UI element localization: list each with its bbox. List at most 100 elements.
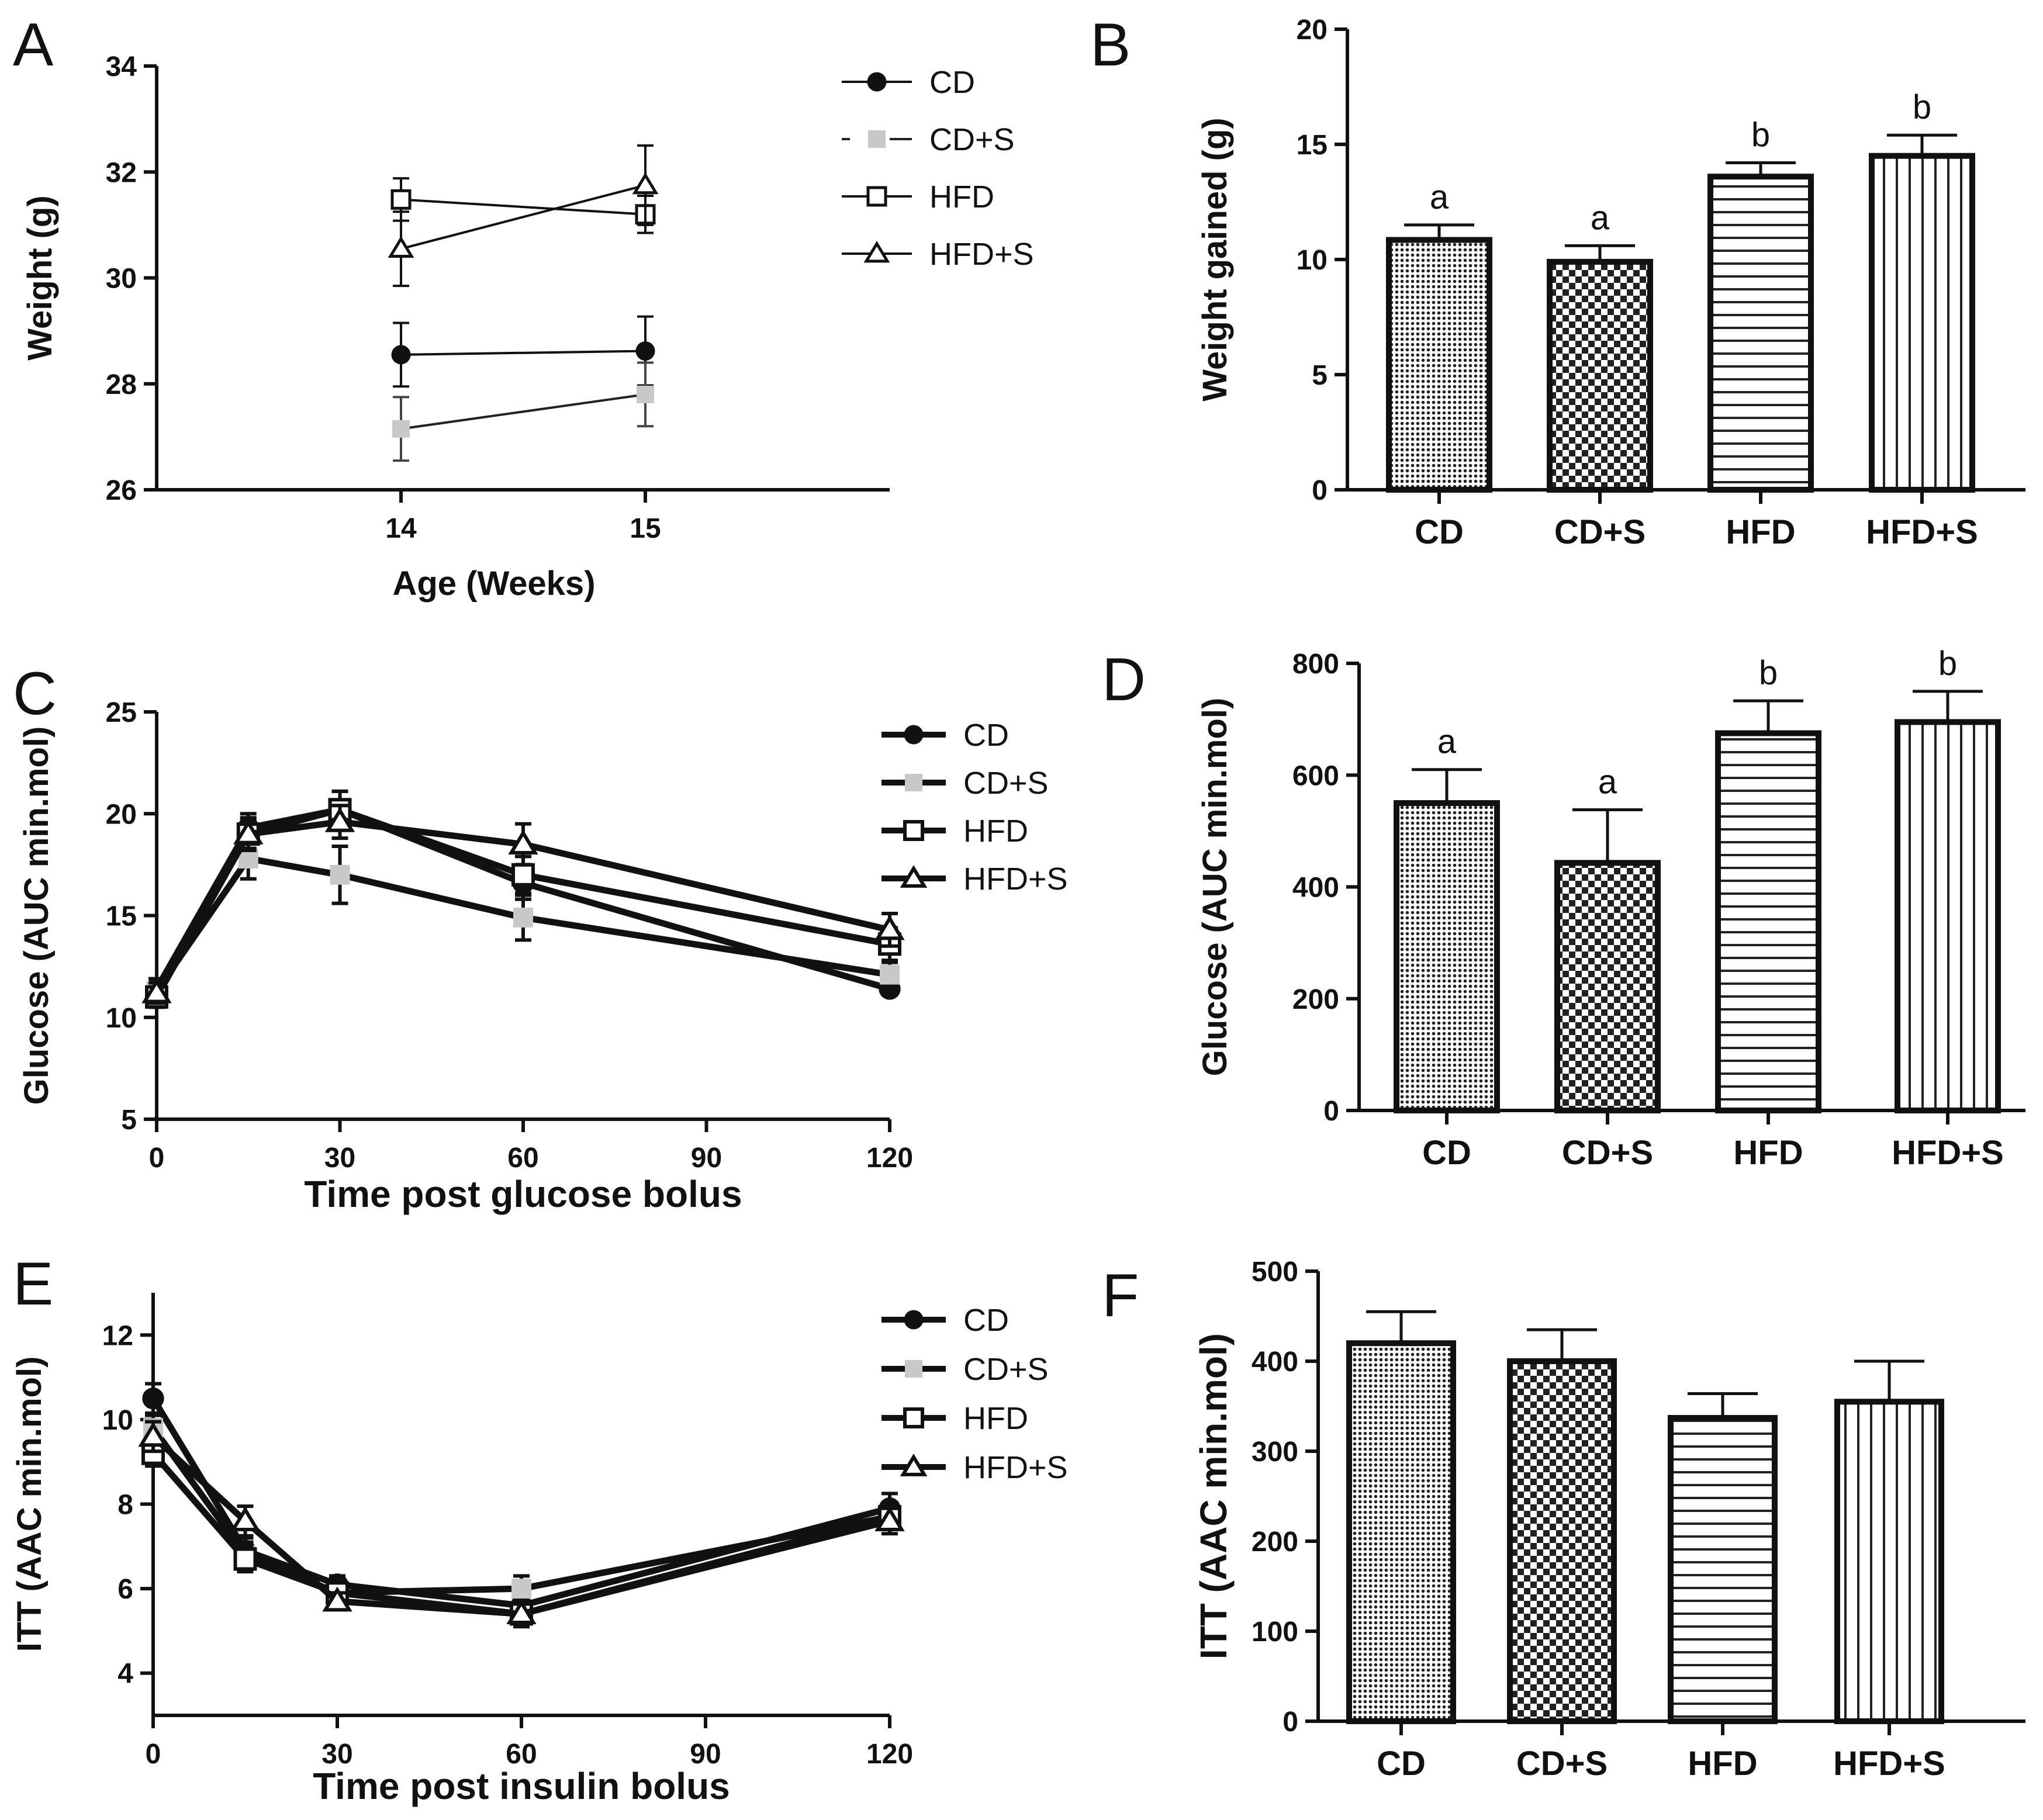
series-hfd — [390, 177, 656, 234]
legend-marker-cd-ss — [868, 130, 886, 148]
y-tick-label: 8 — [117, 1490, 133, 1521]
y-tick-label: 600 — [1292, 760, 1339, 791]
panel-label-c: C — [13, 660, 57, 728]
significance-label: b — [1913, 88, 1931, 126]
y-tick-label: 0 — [1283, 1707, 1298, 1738]
bar — [1895, 719, 2001, 1113]
bar — [1869, 153, 1975, 493]
x-tick-label: CD+S — [1562, 1134, 1653, 1172]
x-tick-label: 30 — [322, 1739, 352, 1770]
data-point — [874, 915, 905, 940]
significance-label: a — [1591, 199, 1610, 237]
series-cd — [391, 315, 655, 388]
y-tick-label: 10 — [106, 1003, 137, 1034]
legend: CD CD+S HFD HFD+S — [842, 65, 1034, 272]
bar — [1554, 860, 1661, 1113]
y-tick-label: 200 — [1292, 984, 1339, 1015]
x-tick-label: CD — [1415, 513, 1464, 551]
panel-label-a: A — [13, 11, 54, 79]
y-tick-label: 25 — [106, 697, 137, 728]
data-point — [391, 345, 411, 365]
legend-marker-cd-ss — [905, 1360, 922, 1378]
y-tick-label: 15 — [1297, 130, 1328, 161]
series-cd-ss — [392, 361, 654, 462]
bar — [1346, 1340, 1456, 1724]
chart-e-itt-line: 4 6 8 10 12 ITT (AAC min.mol) 0 30 60 90 120 Time p… — [11, 1293, 1068, 1807]
legend-marker-hfd — [866, 186, 887, 207]
series-line — [400, 393, 646, 430]
x-axis-label: Time post insulin bolus — [313, 1765, 730, 1807]
x-tick-label: HFD — [1726, 513, 1795, 551]
series-hfd-ss — [138, 1420, 905, 1629]
x-tick-label: 60 — [507, 1143, 538, 1174]
x-tick-label: 15 — [630, 513, 661, 544]
series-hfd-ss — [141, 804, 905, 1005]
legend-marker-hfd-ss — [900, 865, 928, 888]
y-tick-label: 400 — [1292, 873, 1339, 904]
y-tick-label: 5 — [121, 1105, 137, 1136]
x-tick-label: 120 — [866, 1739, 913, 1770]
y-tick-label: 400 — [1252, 1347, 1298, 1378]
bar — [1547, 258, 1653, 493]
chart-f-itt-aac-bar: 0 100 200 300 400 500 ITT (AAC min.mol) CD CD+S H… — [1192, 1257, 2025, 1783]
data-point — [322, 1586, 352, 1612]
y-tick-label: 5 — [1312, 360, 1328, 391]
x-tick-label: CD+S — [1516, 1745, 1608, 1783]
y-tick-label: 10 — [1297, 245, 1328, 276]
bar — [1507, 1358, 1617, 1724]
data-point — [142, 1388, 164, 1410]
data-point — [324, 807, 355, 832]
legend-marker-hfd — [903, 1407, 924, 1428]
bar-group-cd-ss: CD+S a — [1547, 199, 1653, 551]
legend-marker-hfd — [903, 820, 924, 841]
bar — [1715, 730, 1821, 1113]
chart-a-weight-line: 26 28 30 32 34 Weight (g) 14 15 Age (Weeks) CD CD+… — [21, 51, 1034, 603]
x-tick-label: 14 — [385, 513, 417, 544]
legend: CD CD+S HFD HFD+S — [882, 718, 1068, 897]
data-point — [141, 978, 172, 1004]
x-tick-label: CD — [1422, 1134, 1471, 1172]
significance-label: b — [1759, 654, 1778, 692]
y-tick-label: 32 — [106, 157, 137, 188]
y-tick-label: 34 — [106, 51, 137, 82]
y-axis-label: ITT (AAC min.mol) — [11, 1357, 49, 1652]
bar-group-hfd: HFD b — [1715, 654, 1821, 1172]
legend-label-cd: CD — [929, 65, 975, 100]
chart-c-glucose-line: 5 10 15 20 25 Glucose (AUC min.mol) 0 30 60 90 120… — [18, 697, 1068, 1215]
data-point — [635, 341, 655, 361]
y-tick-label: 4 — [117, 1659, 133, 1690]
series-line — [400, 350, 646, 356]
x-axis-label: Age (Weeks) — [392, 565, 595, 603]
y-tick-label: 0 — [1323, 1096, 1339, 1127]
data-point — [230, 1506, 261, 1531]
data-point — [508, 829, 538, 855]
x-axis-label: Time post glucose bolus — [304, 1173, 742, 1215]
legend-marker-cd — [904, 1310, 924, 1330]
legend-label-hfd: HFD — [963, 814, 1028, 849]
bar-group-hfd-ss: HFD+S b — [1866, 88, 1978, 551]
x-tick-label: HFD+S — [1866, 513, 1978, 551]
y-tick-label: 26 — [106, 475, 137, 506]
x-tick-label: 30 — [324, 1143, 355, 1174]
y-axis-label: Glucose (AUC min.mol) — [18, 726, 56, 1105]
legend-label-cd: CD — [963, 718, 1009, 753]
x-tick-label: CD+S — [1554, 513, 1646, 551]
bar — [1386, 237, 1492, 493]
legend-label-cd-ss: CD+S — [963, 766, 1049, 801]
bar — [1394, 800, 1500, 1113]
legend-label-hfd-ss: HFD+S — [963, 861, 1068, 897]
y-axis-label: ITT (AAC min.mol) — [1192, 1333, 1235, 1659]
bar-group-hfd: HFD — [1668, 1392, 1778, 1783]
data-point — [388, 236, 414, 258]
x-tick-label: HFD+S — [1833, 1745, 1945, 1783]
significance-label: a — [1437, 723, 1457, 761]
legend-label-cd-ss: CD+S — [963, 1352, 1049, 1387]
data-point — [330, 864, 350, 885]
data-point — [511, 1579, 531, 1599]
y-tick-label: 20 — [1297, 15, 1328, 46]
bar-group-cd-ss: CD+S — [1507, 1328, 1617, 1783]
legend-label-hfd: HFD — [929, 179, 994, 214]
